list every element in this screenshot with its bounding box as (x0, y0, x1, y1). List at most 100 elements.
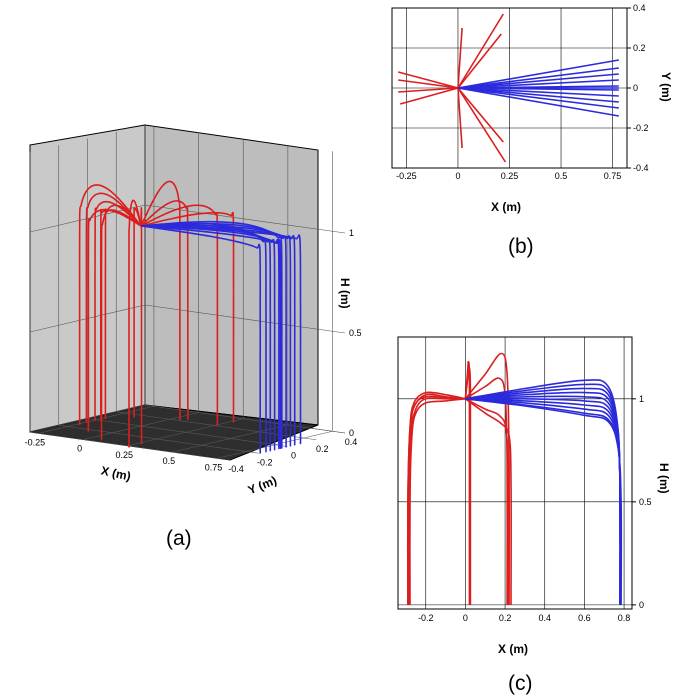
panel-b-x-tick-label: 0 (455, 171, 460, 181)
panel-b-trajectory (457, 87, 619, 117)
panel-b-trajectory (398, 79, 459, 89)
panel-b-x-tick-label: 0.25 (501, 171, 519, 181)
panel-c-trajectory (464, 366, 472, 605)
panel-b-trajectory (457, 73, 619, 89)
panel-b-trajectory (457, 79, 619, 89)
panel-a-trajectory (87, 208, 142, 432)
panel-c-trajectory (408, 398, 466, 605)
panel-a-trajectory (94, 200, 142, 421)
panel-c-x-tick-label: 0 (463, 613, 468, 623)
panel-c-x-tick-label: 0.4 (538, 613, 551, 623)
panel-c-x-tick-label: 0.6 (578, 613, 591, 623)
panel-a-y-tick-label: 0.2 (316, 444, 329, 454)
panel-a-floor-grid-y (116, 411, 317, 441)
panel-b-x-tick-label: -0.25 (396, 171, 417, 181)
panel-a-xlabel: X (m) (100, 463, 132, 483)
panel-a-wall-grid-z (144, 304, 346, 334)
panel-b-trajectory (457, 27, 463, 89)
panel-b-ticks: -0.25 0 0.25 0.5 0.75 -0.4 -0.2 0 0.2 0.4 (396, 3, 648, 181)
panel-b-trajectory (457, 59, 619, 89)
panel-b-y-tick-label: 0.2 (633, 43, 646, 53)
panel-b-trajectory (457, 87, 507, 163)
panel-c-trajectory (464, 398, 512, 605)
panel-a-trajectory (141, 224, 272, 452)
panel-c-trajectory (407, 395, 466, 605)
panel-a-trajectory (78, 184, 142, 426)
panel-a-trajectory (128, 199, 142, 448)
panel-b-trajectory (398, 87, 459, 93)
panel-a-zlabel: H (m) (338, 278, 352, 309)
panel-a-trajectory (85, 192, 142, 423)
panel-c-side-view: -0.2 0 0.2 0.4 0.6 0.8 0 0.5 1 X (m) H (m) (397, 336, 671, 656)
panel-c-ticks: -0.2 0 0.2 0.4 0.6 0.8 0 0.5 1 (418, 394, 652, 623)
panel-c-trajectory (464, 352, 511, 605)
panel-a-trajectory (140, 204, 219, 426)
panel-a-x-tick-label: 0.75 (205, 462, 223, 472)
panel-a-z-tick-label: 0 (349, 428, 354, 438)
panel-a-trajectory (140, 211, 235, 423)
panel-a-floor-grid-y (58, 424, 259, 454)
panel-a-trajectories (78, 180, 302, 454)
panel-b-x-tick-label: 0.5 (555, 171, 568, 181)
panel-a-ylabel: Y (m) (246, 473, 279, 497)
panel-a-wall-grid-z (144, 404, 346, 434)
panel-b-y-tick-label: 0.4 (633, 3, 646, 13)
panel-b-y-tick-label: 0 (633, 83, 638, 93)
panel-c-x-tick-label: 0.8 (618, 613, 631, 623)
panel-a-gridlines (29, 125, 346, 461)
panel-a-x-tick-label: 0.25 (115, 450, 133, 460)
panel-b-trajectory (457, 87, 463, 149)
panel-c-trajectory (465, 398, 623, 605)
panel-c-y-tick-label: 0 (639, 600, 644, 610)
panel-label-c: (c) (508, 672, 533, 695)
panel-a-y-tick-label: 0.4 (345, 437, 358, 447)
panel-c-trajectory (465, 398, 622, 605)
panel-a-back-wall (144, 124, 319, 426)
panel-a-x-tick-label: 0 (77, 444, 82, 454)
panel-a-trajectory (141, 222, 267, 453)
panel-b-y-tick-label: -0.4 (633, 163, 649, 173)
panel-a-floor-grid-y (87, 418, 288, 447)
panel-a-trajectory (133, 207, 142, 418)
panel-b-x-tick-label: 0.75 (604, 171, 622, 181)
panel-a-trajectory (100, 204, 142, 441)
panel-c-ylabel: H (m) (657, 463, 671, 494)
panel-b-trajectory (457, 87, 619, 97)
panel-a-wall-grid-z (29, 304, 146, 333)
panel-a-z-tick-label: 1 (349, 228, 354, 238)
panel-b-trajectory (457, 87, 619, 103)
panel-b-trajectory (457, 87, 619, 109)
panel-b-trajectory (397, 71, 459, 89)
panel-c-trajectories (406, 352, 623, 605)
panel-b-trajectory (457, 13, 504, 89)
panel-b-trajectory (457, 87, 619, 91)
panel-b-trajectory (457, 67, 619, 89)
panel-a-y-tick-label: -0.2 (257, 457, 273, 467)
panel-b-xlabel: X (m) (491, 200, 521, 214)
panel-a-floor-grid-y (29, 431, 231, 461)
panel-a-trajectory (140, 180, 181, 421)
panel-a-wall-grid-z (144, 204, 346, 234)
panel-b-ylabel: Y (m) (659, 72, 673, 102)
panel-c-trajectory (465, 398, 510, 605)
panel-a-y-tick-label: 0 (291, 451, 296, 461)
panel-label-a: (a) (166, 527, 192, 550)
panel-c-y-tick-label: 1 (639, 394, 644, 404)
panel-label-b: (b) (508, 235, 534, 258)
panel-a-x-tick-label: -0.25 (25, 437, 46, 447)
panel-b-trajectory (457, 87, 504, 143)
panel-a-trajectory (141, 220, 283, 449)
panel-c-plot-area (397, 336, 633, 610)
panel-b-top-view: -0.25 0 0.25 0.5 0.75 -0.4 -0.2 0 0.2 0.4 X (m) Y… (391, 3, 673, 214)
panel-c-x-tick-label: 0.2 (499, 613, 512, 623)
panel-b-trajectory (457, 33, 502, 89)
panel-c-trajectory (464, 377, 509, 605)
panel-b-y-tick-label: -0.2 (633, 123, 649, 133)
panel-a-y-tick-label: -0.4 (228, 464, 244, 474)
panel-b-trajectory (399, 87, 459, 105)
panel-a-trajectory (140, 200, 189, 420)
panel-a-z-tick-label: 0.5 (349, 328, 362, 338)
panel-a-x-tick-label: 0.5 (163, 456, 176, 466)
